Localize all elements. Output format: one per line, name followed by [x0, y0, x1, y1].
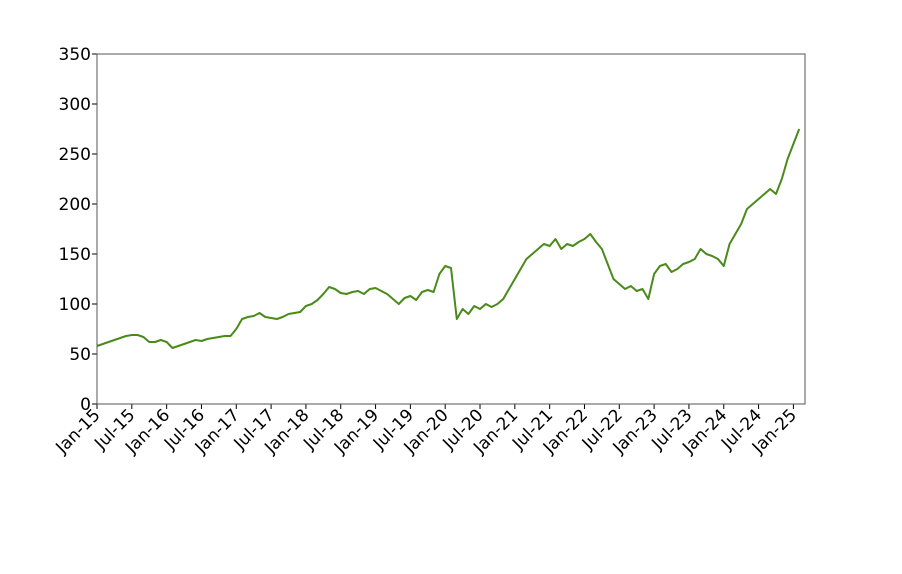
y-tick-label: 250: [59, 145, 91, 165]
data-line: [96, 128, 801, 349]
y-tick-label: 200: [59, 195, 91, 215]
y-tick-label: 50: [69, 345, 91, 365]
y-tick-label: 0: [80, 395, 91, 415]
plot-frame: [96, 53, 806, 405]
y-tick-label: 100: [59, 295, 91, 315]
y-tick-label: 150: [59, 245, 91, 265]
y-tick-label: 350: [59, 45, 91, 65]
y-tick-label: 300: [59, 95, 91, 115]
